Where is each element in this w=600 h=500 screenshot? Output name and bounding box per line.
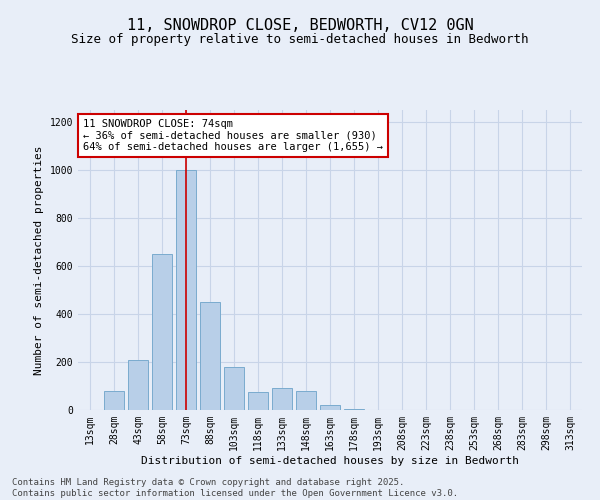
Bar (272, 388, 292, 410)
Bar (320, 405, 340, 410)
Bar (248, 392, 268, 410)
Bar (200, 302, 220, 410)
Bar (296, 391, 316, 410)
Y-axis label: Number of semi-detached properties: Number of semi-detached properties (34, 145, 44, 375)
Text: Contains HM Land Registry data © Crown copyright and database right 2025.
Contai: Contains HM Land Registry data © Crown c… (12, 478, 458, 498)
Bar (128, 360, 148, 410)
Bar (104, 391, 124, 410)
Bar (152, 254, 172, 410)
X-axis label: Distribution of semi-detached houses by size in Bedworth: Distribution of semi-detached houses by … (141, 456, 519, 466)
Text: Size of property relative to semi-detached houses in Bedworth: Size of property relative to semi-detach… (71, 32, 529, 46)
Bar (176, 170, 196, 410)
Bar (224, 367, 244, 410)
Text: 11 SNOWDROP CLOSE: 74sqm
← 36% of semi-detached houses are smaller (930)
64% of : 11 SNOWDROP CLOSE: 74sqm ← 36% of semi-d… (83, 119, 383, 152)
Text: 11, SNOWDROP CLOSE, BEDWORTH, CV12 0GN: 11, SNOWDROP CLOSE, BEDWORTH, CV12 0GN (127, 18, 473, 32)
Bar (344, 409, 364, 410)
